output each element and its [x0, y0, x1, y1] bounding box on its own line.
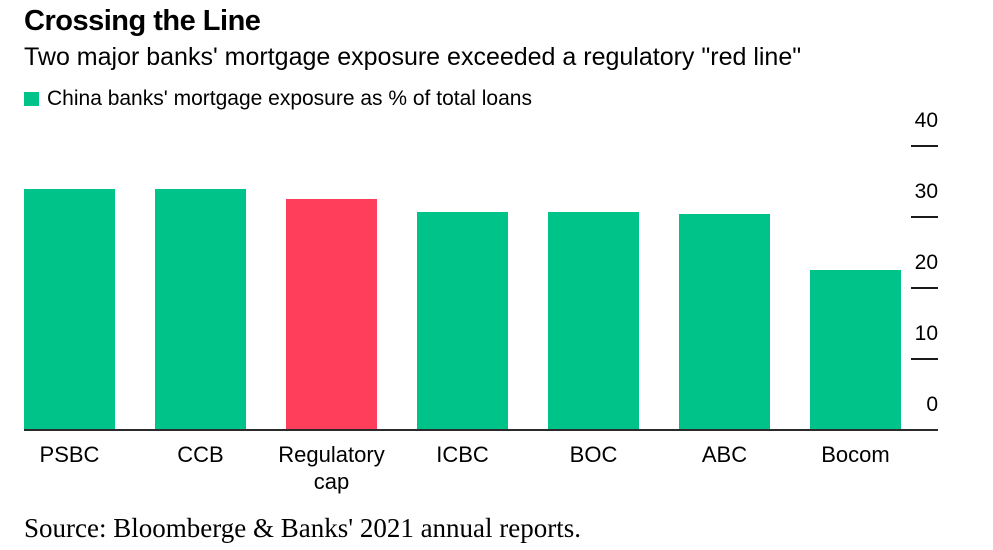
x-axis-line: [24, 429, 938, 431]
y-tick-label-40: 40: [914, 109, 938, 132]
y-tick-label-30: 30: [914, 180, 938, 203]
legend-swatch: [24, 92, 39, 106]
bar-bocom: [810, 269, 901, 430]
chart-subtitle: Two major banks' mortgage exposure excee…: [24, 43, 802, 71]
bar-icbc: [417, 212, 508, 430]
legend-label: China banks' mortgage exposure as % of t…: [47, 87, 532, 110]
x-tick-label-regulatory-cap: Regulatory cap: [278, 442, 385, 494]
legend: China banks' mortgage exposure as % of t…: [24, 88, 532, 110]
y-tick-label-20: 20: [914, 251, 938, 274]
bar-abc: [679, 214, 770, 430]
y-tick-mark-30: [911, 216, 938, 218]
bar-regulatory-cap: [286, 199, 377, 430]
x-tick-label-boc: BOC: [569, 442, 618, 467]
x-tick-label-icbc: ICBC: [436, 442, 489, 467]
x-tick-label-ccb: CCB: [177, 442, 224, 467]
bar-ccb: [155, 189, 246, 430]
y-tick-mark-20: [911, 287, 938, 289]
source-note: Source: Bloomberge & Banks' 2021 annual …: [24, 513, 582, 543]
y-tick-mark-10: [911, 358, 938, 360]
x-tick-label-abc: ABC: [701, 442, 748, 467]
y-tick-label-0: 0: [926, 393, 938, 416]
x-tick-label-bocom: Bocom: [821, 442, 890, 467]
bar-psbc: [24, 189, 115, 430]
chart-title: Crossing the Line: [24, 5, 261, 37]
x-tick-label-psbc: PSBC: [39, 442, 100, 467]
bar-boc: [548, 212, 639, 430]
y-tick-mark-40: [911, 145, 938, 147]
y-tick-label-10: 10: [914, 322, 938, 345]
